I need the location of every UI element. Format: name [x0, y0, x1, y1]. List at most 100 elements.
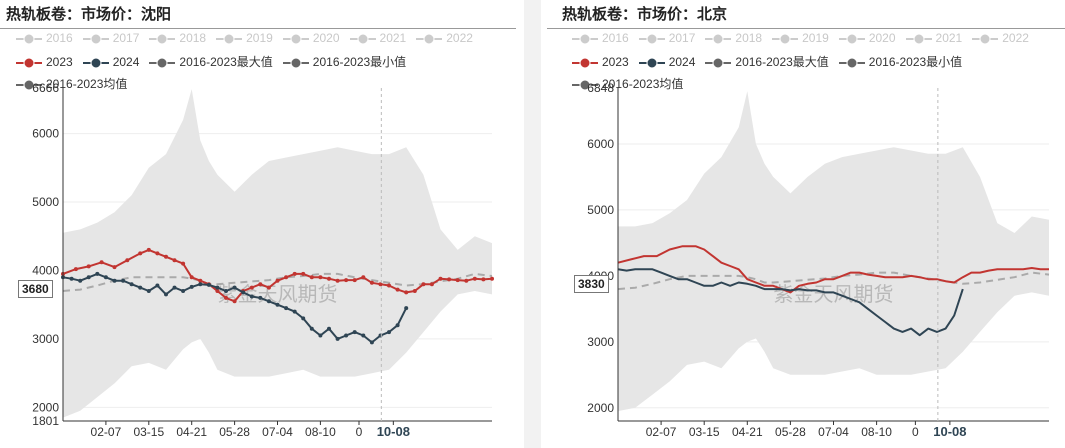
legend-item-2022[interactable]: 2022 — [416, 31, 473, 45]
legend-line-dot-icon — [82, 33, 109, 45]
legend-line-dot-icon — [349, 33, 376, 45]
point-2024 — [129, 282, 134, 287]
legend-label: 2019 — [802, 31, 829, 45]
legend-item-min[interactable]: 2016-2023最小值 — [282, 53, 407, 70]
point-2023 — [275, 278, 280, 283]
legend-label: 2016-2023最小值 — [312, 55, 407, 69]
point-2024 — [224, 289, 228, 293]
legend-item-2016[interactable]: 2016 — [572, 31, 629, 45]
legend-item-2020[interactable]: 2020 — [838, 31, 896, 45]
legend-item-2018[interactable]: 2018 — [149, 31, 206, 45]
point-2023 — [284, 275, 289, 280]
legend-label: 2016 — [602, 31, 629, 45]
point-2024 — [275, 302, 280, 307]
point-2024 — [335, 336, 340, 341]
y-tick-label: 6000 — [32, 127, 59, 141]
legend-label: 2020 — [868, 31, 896, 45]
point-2024 — [378, 333, 383, 338]
legend-item-min[interactable]: 2016-2023最小值 — [838, 53, 962, 70]
legend-label: 2024 — [112, 55, 140, 69]
legend-label: 2022 — [446, 31, 473, 45]
point-2023 — [99, 260, 104, 265]
legend-item-max[interactable]: 2016-2023最大值 — [149, 53, 273, 70]
legend-item-2020[interactable]: 2020 — [282, 31, 340, 45]
legend-row-2: 2023 2024 2016-2023最大值 2016-2023最小值 — [16, 53, 416, 70]
legend-item-2021[interactable]: 2021 — [905, 31, 962, 45]
legend-item-2019[interactable]: 2019 — [772, 31, 829, 45]
legend-line-dot-icon — [282, 57, 309, 69]
legend-item-2017[interactable]: 2017 — [82, 31, 139, 45]
legend-line-dot-icon — [838, 33, 865, 45]
point-2023 — [309, 275, 314, 280]
x-tick-label: 05-28 — [219, 425, 250, 439]
legend-item-2024[interactable]: 2024 — [82, 55, 140, 69]
point-2023 — [335, 278, 340, 283]
legend-label: 2023 — [46, 55, 73, 69]
point-2024 — [309, 326, 314, 331]
legend-item-2021[interactable]: 2021 — [349, 31, 406, 45]
point-2024 — [172, 285, 177, 290]
legend-label: 2017 — [668, 31, 696, 45]
legend-label: 2020 — [312, 31, 340, 45]
legend-row-1: 2016 2017 2018 2019 2020 2021 2022 — [572, 31, 1039, 45]
y-tick-label: 3000 — [587, 335, 614, 349]
y-tick-label: 3000 — [32, 332, 59, 346]
x-tick-label: 07-04 — [262, 425, 293, 439]
point-2024 — [395, 323, 400, 328]
legend-line-dot-icon — [572, 79, 598, 91]
legend-line-dot-icon — [282, 33, 309, 45]
y-tick-label: 5000 — [587, 203, 614, 217]
point-2024 — [352, 330, 357, 335]
point-2023 — [232, 299, 237, 304]
legend-item-2023[interactable]: 2023 — [572, 55, 629, 69]
chart-plot[interactable]: 紫金天风期货68486000500040003000200002-0703-15… — [541, 0, 1065, 448]
legend-item-2024[interactable]: 2024 — [638, 55, 695, 69]
x-tick-label: 08-10 — [305, 425, 336, 439]
point-2023 — [344, 278, 349, 283]
series-line-2024 — [617, 268, 964, 337]
point-2023 — [318, 275, 323, 280]
y-cursor-value: 3680 — [18, 280, 53, 298]
x-tick-label: 07-04 — [818, 425, 849, 439]
legend-line-dot-icon — [905, 33, 932, 45]
y-tick-label: 4000 — [32, 263, 59, 277]
legend-label: 2023 — [602, 55, 629, 69]
legend-item-2022[interactable]: 2022 — [972, 31, 1029, 45]
legend-item-2017[interactable]: 2017 — [638, 31, 696, 45]
point-2023 — [327, 276, 331, 281]
point-2023 — [361, 275, 366, 280]
point-2023 — [429, 282, 434, 287]
legend-line-dot-icon — [216, 33, 243, 45]
point-2024 — [206, 282, 211, 287]
point-2023 — [412, 289, 417, 293]
legend-label: 2016-2023均值 — [602, 77, 684, 91]
legend-row-2: 2023 2024 2016-2023最大值 2016-2023最小值 — [572, 53, 972, 70]
legend-label: 2018 — [179, 31, 207, 45]
legend-item-max[interactable]: 2016-2023最大值 — [705, 53, 829, 70]
legend-item-avg[interactable]: 2016-2023均值 — [572, 75, 683, 92]
legend-label: 2019 — [246, 31, 273, 45]
legend-item-2018[interactable]: 2018 — [705, 31, 762, 45]
y-tick-label: 2000 — [587, 401, 614, 415]
point-2023 — [404, 290, 409, 295]
point-2023 — [490, 276, 494, 281]
point-2024 — [181, 289, 186, 293]
title-divider — [0, 28, 516, 29]
legend-item-2019[interactable]: 2019 — [216, 31, 273, 45]
point-2023 — [369, 280, 374, 285]
legend-item-2016[interactable]: 2016 — [16, 31, 73, 45]
point-2024 — [249, 294, 254, 299]
legend-line-dot-icon — [705, 33, 732, 45]
legend-item-2023[interactable]: 2023 — [16, 55, 73, 69]
point-2024 — [327, 326, 331, 331]
legend-item-avg[interactable]: 2016-2023均值 — [16, 75, 127, 92]
point-2023 — [447, 277, 452, 282]
legend-line-dot-icon — [772, 33, 799, 45]
point-2023 — [215, 289, 220, 293]
point-2024 — [301, 316, 306, 321]
point-2023 — [164, 254, 168, 259]
y-cursor-value: 3830 — [574, 275, 609, 293]
series-line-2023 — [617, 245, 1049, 294]
max-min-band — [618, 91, 1049, 412]
